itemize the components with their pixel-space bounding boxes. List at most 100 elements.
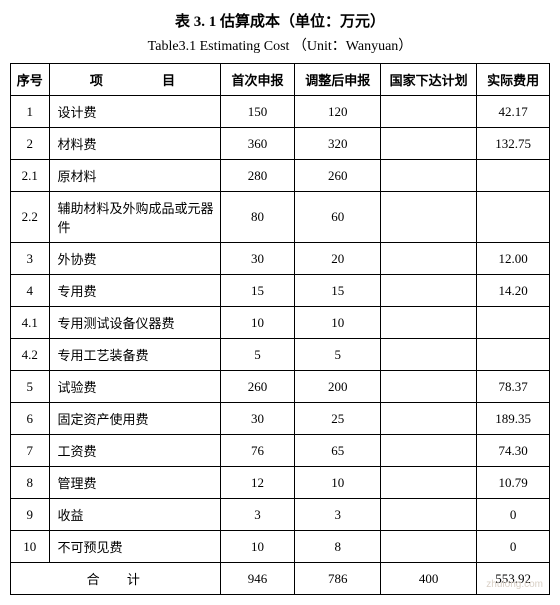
cell-total-adjusted: 786 [295, 563, 381, 595]
cell-actual: 14.20 [477, 275, 550, 307]
cell-adjusted: 65 [295, 435, 381, 467]
cell-actual: 74.30 [477, 435, 550, 467]
cell-actual: 132.75 [477, 128, 550, 160]
cell-plan [381, 128, 477, 160]
cell-seq: 9 [11, 499, 50, 531]
cell-actual: 78.37 [477, 371, 550, 403]
cell-first: 5 [220, 339, 295, 371]
cell-adjusted: 320 [295, 128, 381, 160]
cell-first: 3 [220, 499, 295, 531]
cell-first: 80 [220, 192, 295, 243]
cell-actual: 12.00 [477, 243, 550, 275]
cell-seq: 7 [11, 435, 50, 467]
cell-item: 专用费 [49, 275, 220, 307]
cell-plan [381, 96, 477, 128]
cell-seq: 1 [11, 96, 50, 128]
cell-adjusted: 10 [295, 307, 381, 339]
cell-plan [381, 371, 477, 403]
cell-seq: 3 [11, 243, 50, 275]
cell-adjusted: 5 [295, 339, 381, 371]
cell-first: 12 [220, 467, 295, 499]
cell-plan [381, 275, 477, 307]
cell-adjusted: 120 [295, 96, 381, 128]
col-item: 项 目 [49, 64, 220, 96]
cell-item: 设计费 [49, 96, 220, 128]
cell-total-actual: 553.92 [477, 563, 550, 595]
cell-plan [381, 403, 477, 435]
cell-item: 专用工艺装备费 [49, 339, 220, 371]
cell-adjusted: 60 [295, 192, 381, 243]
cell-first: 10 [220, 307, 295, 339]
cell-seq: 2.1 [11, 160, 50, 192]
table-row: 3外协费302012.00 [11, 243, 550, 275]
cell-actual [477, 192, 550, 243]
cell-item: 材料费 [49, 128, 220, 160]
cell-actual: 0 [477, 531, 550, 563]
col-seq: 序号 [11, 64, 50, 96]
cell-seq: 4.1 [11, 307, 50, 339]
cell-seq: 4.2 [11, 339, 50, 371]
cell-item: 试验费 [49, 371, 220, 403]
cell-adjusted: 25 [295, 403, 381, 435]
table-row: 2.2辅助材料及外购成品或元器件8060 [11, 192, 550, 243]
cell-plan [381, 467, 477, 499]
table-header-row: 序号 项 目 首次申报 调整后申报 国家下达计划 实际费用 [11, 64, 550, 96]
table-row: 8管理费1210 10.79 [11, 467, 550, 499]
cell-total-label: 合 计 [11, 563, 221, 595]
cell-actual [477, 339, 550, 371]
cell-actual [477, 307, 550, 339]
cell-actual: 42.17 [477, 96, 550, 128]
cell-seq: 6 [11, 403, 50, 435]
title-block: 表 3. 1 估算成本（单位：万元） Table3.1 Estimating C… [10, 10, 550, 55]
cell-plan [381, 160, 477, 192]
table-total-row: 合 计946786400553.92 [11, 563, 550, 595]
cell-first: 30 [220, 403, 295, 435]
title-english: Table3.1 Estimating Cost （Unit：Wanyuan） [10, 35, 550, 55]
cell-item: 专用测试设备仪器费 [49, 307, 220, 339]
cell-seq: 10 [11, 531, 50, 563]
cell-plan [381, 339, 477, 371]
cell-first: 360 [220, 128, 295, 160]
cell-adjusted: 260 [295, 160, 381, 192]
table-row: 6固定资产使用费3025189.35 [11, 403, 550, 435]
cell-adjusted: 15 [295, 275, 381, 307]
table-row: 2.1原材料280260 [11, 160, 550, 192]
cell-first: 76 [220, 435, 295, 467]
table-row: 5试验费26020078.37 [11, 371, 550, 403]
cell-item: 外协费 [49, 243, 220, 275]
cell-first: 30 [220, 243, 295, 275]
cell-item: 原材料 [49, 160, 220, 192]
cell-adjusted: 3 [295, 499, 381, 531]
cell-item: 管理费 [49, 467, 220, 499]
cell-adjusted: 8 [295, 531, 381, 563]
cell-plan [381, 192, 477, 243]
cell-actual [477, 160, 550, 192]
cell-item: 收益 [49, 499, 220, 531]
col-plan: 国家下达计划 [381, 64, 477, 96]
cell-item: 工资费 [49, 435, 220, 467]
table-row: 9收益330 [11, 499, 550, 531]
cell-actual: 189.35 [477, 403, 550, 435]
cell-seq: 4 [11, 275, 50, 307]
cell-plan [381, 243, 477, 275]
col-adjusted: 调整后申报 [295, 64, 381, 96]
cell-first: 150 [220, 96, 295, 128]
title-chinese: 表 3. 1 估算成本（单位：万元） [10, 10, 550, 31]
cell-plan [381, 531, 477, 563]
cell-adjusted: 10 [295, 467, 381, 499]
table-row: 10不可预见费1080 [11, 531, 550, 563]
cell-seq: 5 [11, 371, 50, 403]
cell-adjusted: 200 [295, 371, 381, 403]
cell-first: 15 [220, 275, 295, 307]
col-first: 首次申报 [220, 64, 295, 96]
cell-actual: 10.79 [477, 467, 550, 499]
cell-item: 辅助材料及外购成品或元器件 [49, 192, 220, 243]
table-row: 4.1专用测试设备仪器费1010 [11, 307, 550, 339]
col-actual: 实际费用 [477, 64, 550, 96]
table-row: 4专用费151514.20 [11, 275, 550, 307]
cell-first: 280 [220, 160, 295, 192]
cell-seq: 8 [11, 467, 50, 499]
cost-table: 序号 项 目 首次申报 调整后申报 国家下达计划 实际费用 1设计费150120… [10, 63, 550, 595]
cell-first: 10 [220, 531, 295, 563]
table-row: 7工资费7665 74.30 [11, 435, 550, 467]
